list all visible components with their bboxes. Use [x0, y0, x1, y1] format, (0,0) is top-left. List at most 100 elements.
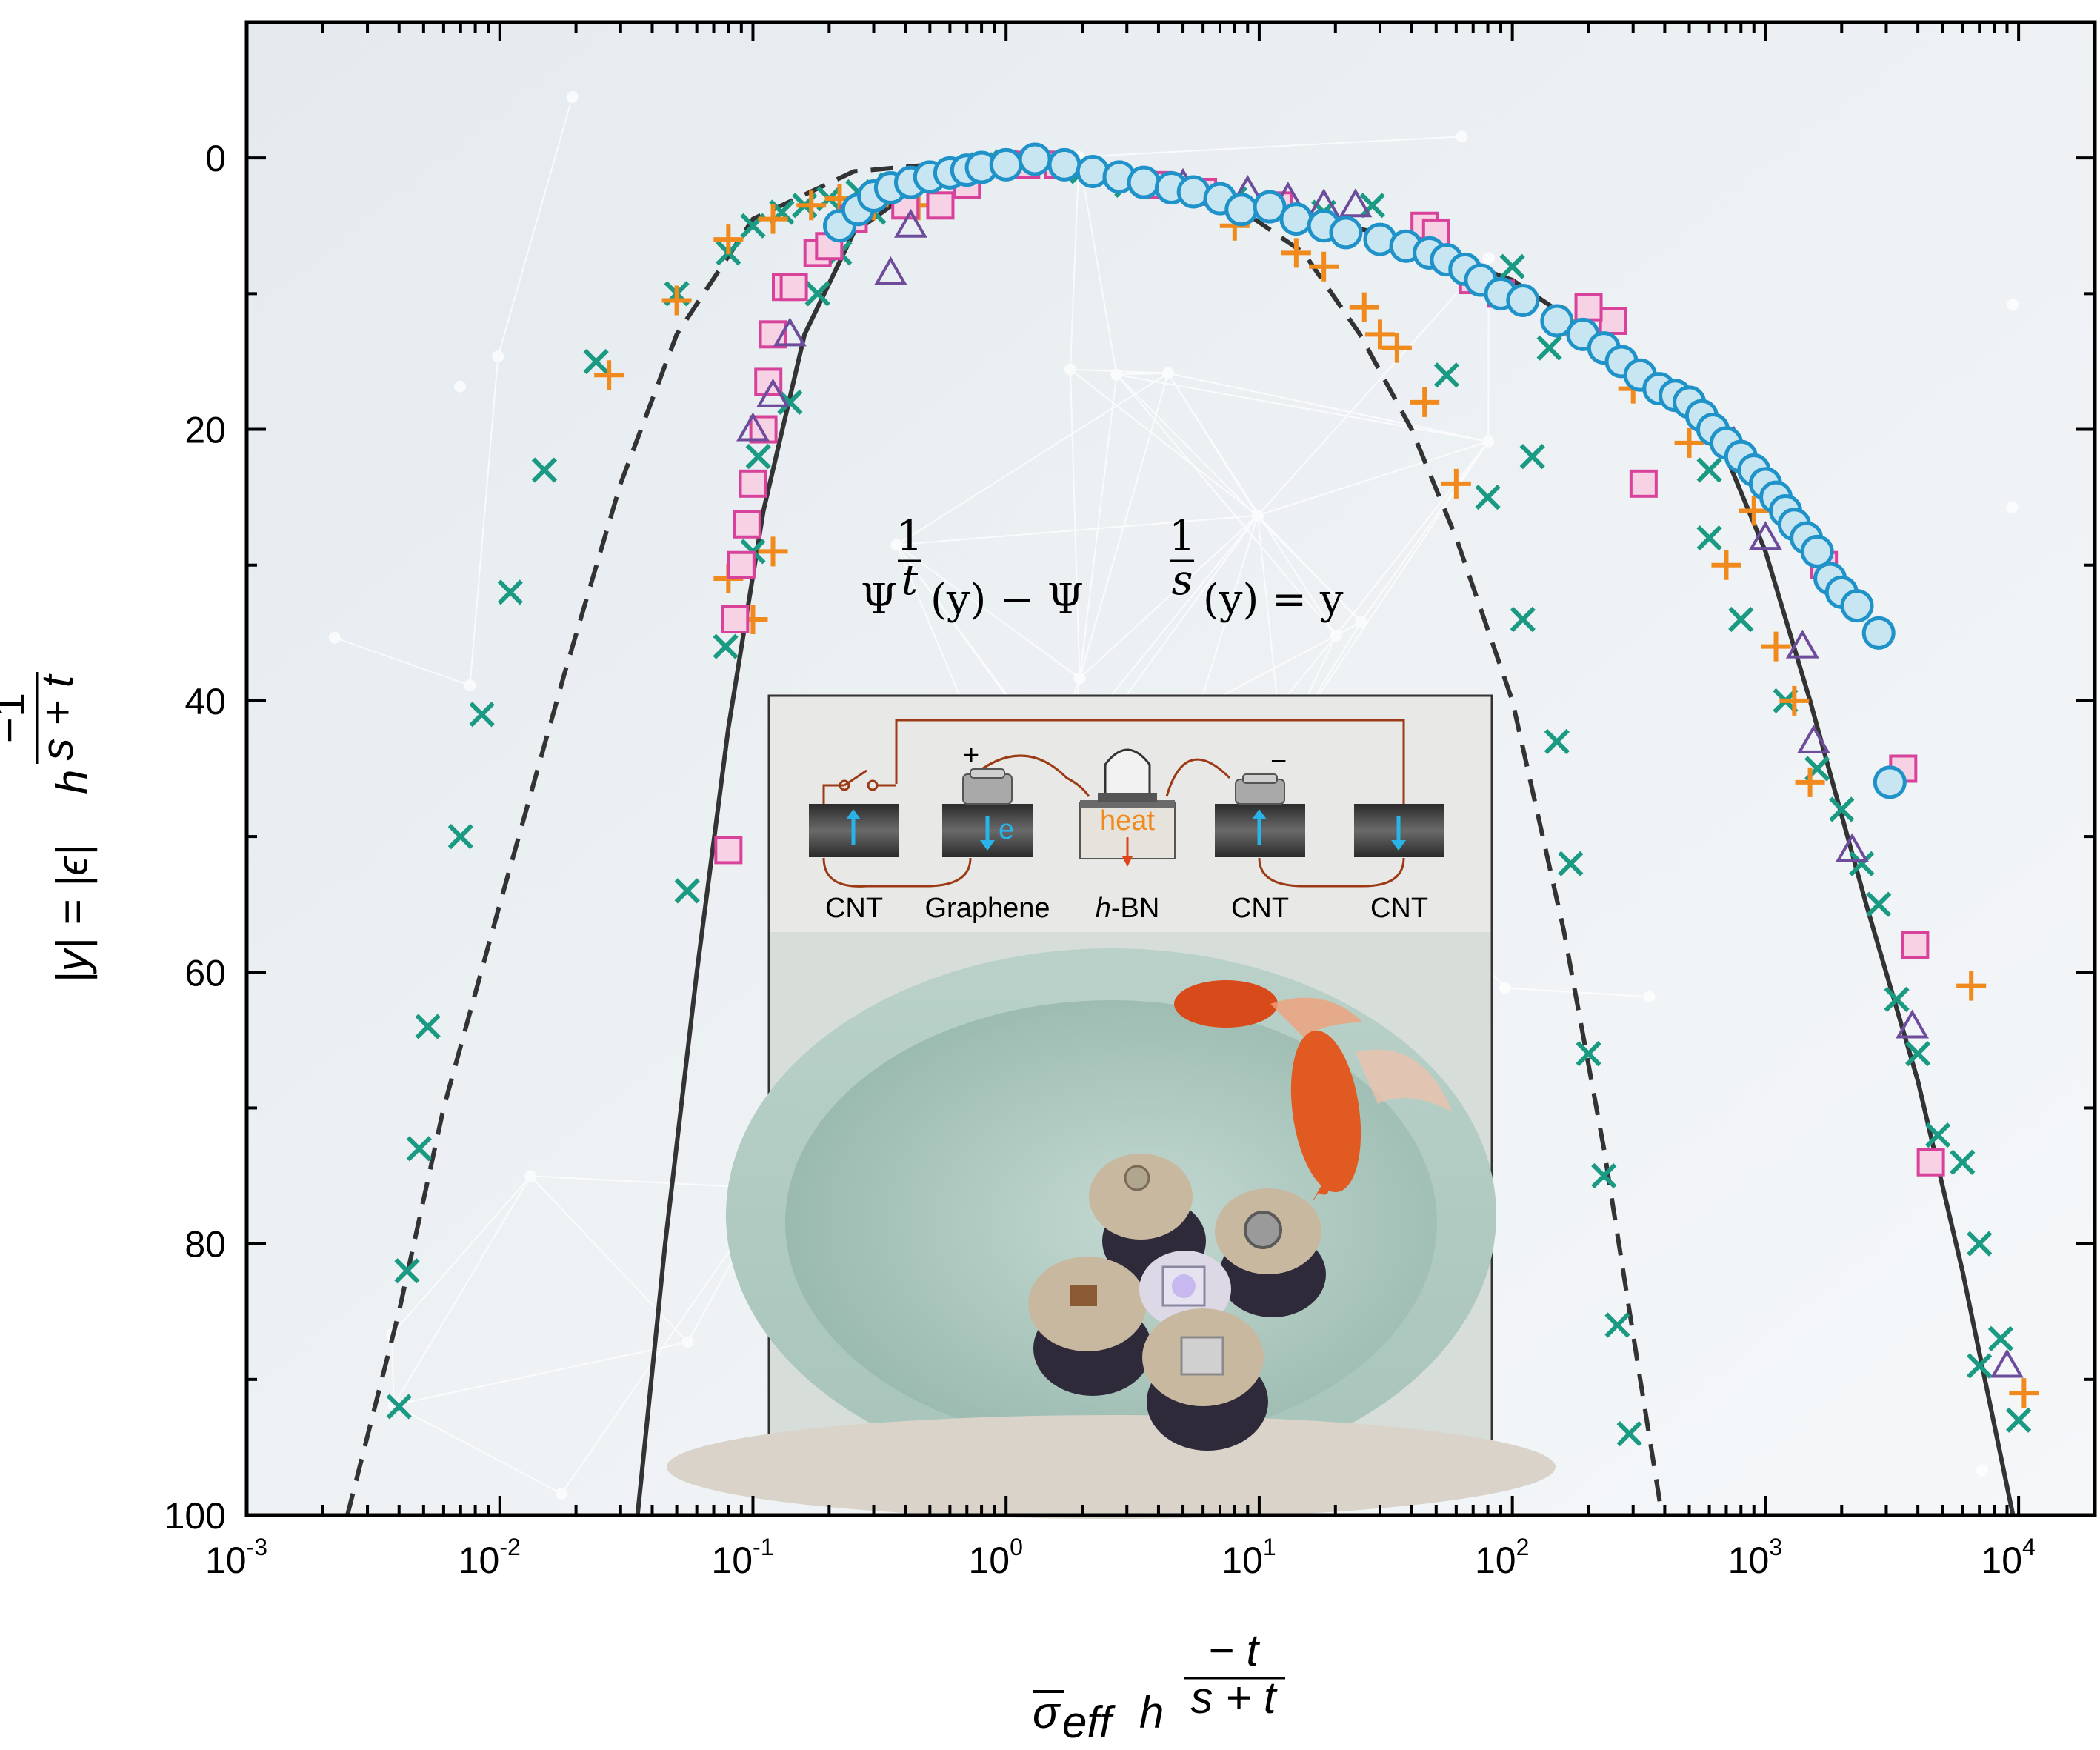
x-marker-stroke — [2006, 1407, 2032, 1433]
network-line — [391, 1175, 531, 1335]
equation-right: (y) = y — [1203, 576, 1344, 624]
plus-marker — [1779, 685, 1810, 716]
y-tick-label: 40 — [184, 681, 226, 722]
network-node — [681, 1336, 694, 1348]
x-marker — [1499, 253, 1525, 279]
x-marker-stroke — [1604, 1312, 1630, 1338]
plus-sign: + — [963, 740, 979, 771]
triangle-marker — [1796, 724, 1830, 753]
plus-marker — [1281, 238, 1311, 268]
svg-text:|y| = |ϵ|: |y| = |ϵ| — [47, 845, 98, 983]
network-node — [1064, 363, 1076, 376]
network-line — [1360, 441, 1490, 623]
network-line — [1257, 440, 1489, 516]
x-marker-stroke — [674, 878, 700, 904]
network-line — [393, 1341, 688, 1406]
network-line — [1257, 257, 1490, 516]
circle-marker — [1540, 304, 1574, 338]
inset-photo — [667, 932, 1556, 1519]
x-marker-stroke — [1510, 606, 1536, 633]
y-tick-label: 0 — [205, 138, 226, 179]
network-line — [1116, 373, 1337, 636]
y-tick-label: 20 — [184, 410, 226, 451]
network-node — [328, 631, 341, 644]
equation-exp2-den: s — [1172, 556, 1193, 605]
triangle-marker — [756, 378, 790, 407]
svg-text:−1: −1 — [0, 693, 34, 743]
triangle-marker — [893, 208, 927, 238]
square-marker — [1574, 293, 1603, 322]
y-tick-label: 60 — [184, 952, 226, 994]
x-axis-label: σ eff h − t s + t — [1033, 1626, 1285, 1747]
x-marker-stroke — [1696, 457, 1722, 483]
x-marker-stroke — [1728, 606, 1754, 633]
x-marker — [713, 633, 739, 659]
equation-exp1-num: 1 — [896, 512, 923, 560]
x-marker-stroke — [1884, 986, 1910, 1013]
svg-text:eff: eff — [1062, 1697, 1116, 1747]
x-marker — [1510, 606, 1536, 633]
x-marker-stroke — [1544, 728, 1570, 754]
x-marker — [1616, 1420, 1642, 1447]
square-marker — [1629, 469, 1658, 498]
svg-text:h: h — [1139, 1688, 1164, 1737]
x-marker — [674, 878, 700, 904]
x-marker — [1967, 1231, 1993, 1257]
triangle-marker — [1748, 521, 1782, 550]
x-tick-label: 100 — [968, 1534, 1022, 1581]
x-marker — [1475, 485, 1501, 510]
square-marker — [1599, 307, 1627, 335]
triangle-marker — [773, 317, 807, 347]
network-node — [1073, 672, 1086, 685]
x-marker-stroke — [469, 702, 495, 728]
heat-label: heat — [1100, 805, 1155, 836]
plus-marker — [1364, 319, 1395, 350]
x-marker-stroke — [1499, 253, 1525, 279]
plus-marker — [758, 204, 788, 234]
circle-marker — [1329, 216, 1363, 250]
x-marker-stroke — [1866, 891, 1892, 917]
network-node — [1482, 252, 1495, 265]
x-marker — [1829, 796, 1855, 822]
x-marker — [386, 1394, 412, 1420]
x-marker-stroke — [406, 1136, 432, 1162]
x-marker — [1591, 1162, 1617, 1189]
x-marker — [531, 457, 558, 483]
x-marker — [1728, 606, 1754, 633]
x-marker-stroke — [583, 348, 609, 375]
y-axis-label: |y| = |ϵ| h −1 s + t — [0, 672, 98, 983]
x-tick-labels: 10-3 10-2 10-1 100 101 102 103 104 — [205, 1534, 2036, 1581]
network-node — [556, 1488, 568, 1500]
plus-marker — [758, 536, 788, 567]
network-line — [391, 1334, 395, 1405]
network-line — [1167, 372, 1489, 442]
square-marker — [721, 605, 750, 633]
network-line — [1078, 156, 1118, 375]
x-marker-stroke — [1696, 525, 1722, 551]
x-marker — [1544, 728, 1570, 754]
x-marker-stroke — [1558, 851, 1584, 876]
network-node — [566, 90, 579, 103]
circle-marker — [1506, 284, 1540, 318]
label-cnt-1: CNT — [825, 893, 883, 924]
network-node — [1482, 435, 1495, 448]
network-node — [890, 539, 903, 551]
x-marker — [1536, 335, 1562, 361]
plus-marker — [1674, 427, 1704, 458]
circle-marker — [1861, 616, 1896, 650]
network-node — [2006, 501, 2019, 513]
x-marker-stroke — [394, 1258, 420, 1284]
x-marker-stroke — [1829, 796, 1855, 822]
x-marker — [415, 1014, 441, 1039]
x-marker-stroke — [1519, 444, 1545, 470]
network-node — [1330, 629, 1342, 642]
circle-marker — [989, 147, 1023, 182]
plus-marker — [594, 360, 624, 390]
network-line — [393, 1175, 532, 1405]
circle-marker — [1800, 534, 1834, 568]
network-line — [393, 1404, 562, 1494]
square-marker — [1916, 1148, 1945, 1177]
x-tick-label: 102 — [1475, 1534, 1529, 1581]
circle-marker — [1076, 155, 1110, 188]
